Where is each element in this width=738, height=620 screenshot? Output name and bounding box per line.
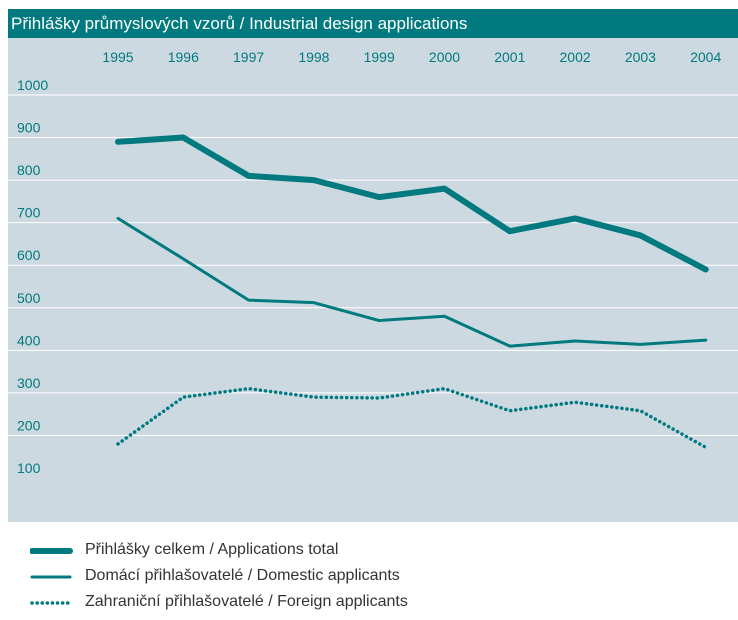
line-chart: 1000 900 800 700 600 500 400 300 200 100 1995 1996 1… xyxy=(8,49,738,476)
x-tick-label: 2002 xyxy=(560,49,591,65)
y-tick-label: 100 xyxy=(17,460,41,476)
y-tick-label: 500 xyxy=(17,290,41,306)
series-line-dotted xyxy=(116,386,708,450)
x-tick-label: 2004 xyxy=(690,49,721,65)
y-tick-label: 700 xyxy=(17,205,41,221)
chart-title: Přihlášky průmyslových vzorů / Industria… xyxy=(8,9,738,38)
y-tick-label: 400 xyxy=(17,332,41,348)
legend-item-total: Přihlášky celkem / Applications total xyxy=(30,540,730,566)
legend-swatch-thick xyxy=(30,548,73,554)
legend-item-foreign: Zahraniční přihlašovatelé / Foreign appl… xyxy=(30,592,730,618)
y-tick-label: 800 xyxy=(17,162,41,178)
legend-label-foreign: Zahraniční přihlašovatelé / Foreign appl… xyxy=(85,593,408,610)
legend-label-total: Přihlášky celkem / Applications total xyxy=(85,541,339,558)
series-line-thick xyxy=(115,134,709,273)
x-tick-label: 1995 xyxy=(102,49,133,65)
y-tick-label: 300 xyxy=(17,375,41,391)
legend-item-domestic: Domácí přihlašovatelé / Domestic applica… xyxy=(30,566,730,592)
x-tick-label: 2003 xyxy=(625,49,656,65)
y-tick-label: 200 xyxy=(17,417,41,433)
legend-label-domestic: Domácí přihlašovatelé / Domestic applica… xyxy=(85,567,400,584)
x-tick-label: 1998 xyxy=(298,49,329,65)
plot-area: 1000 900 800 700 600 500 400 300 200 100 1995 1996 1… xyxy=(8,38,738,522)
x-tick-label: 2001 xyxy=(494,49,525,65)
legend-swatch-dotted xyxy=(30,601,72,605)
legend-swatch-solid xyxy=(30,575,72,579)
y-tick-label: 600 xyxy=(17,247,41,263)
x-tick-label: 1996 xyxy=(168,49,199,65)
x-tick-label: 1997 xyxy=(233,49,264,65)
y-tick-label: 1000 xyxy=(17,77,48,93)
x-tick-label: 1999 xyxy=(364,49,395,65)
series-line-solid xyxy=(116,216,708,348)
x-tick-label: 2000 xyxy=(429,49,460,65)
legend: Přihlášky celkem / Applications total Do… xyxy=(30,540,730,618)
y-tick-label: 900 xyxy=(17,120,41,136)
